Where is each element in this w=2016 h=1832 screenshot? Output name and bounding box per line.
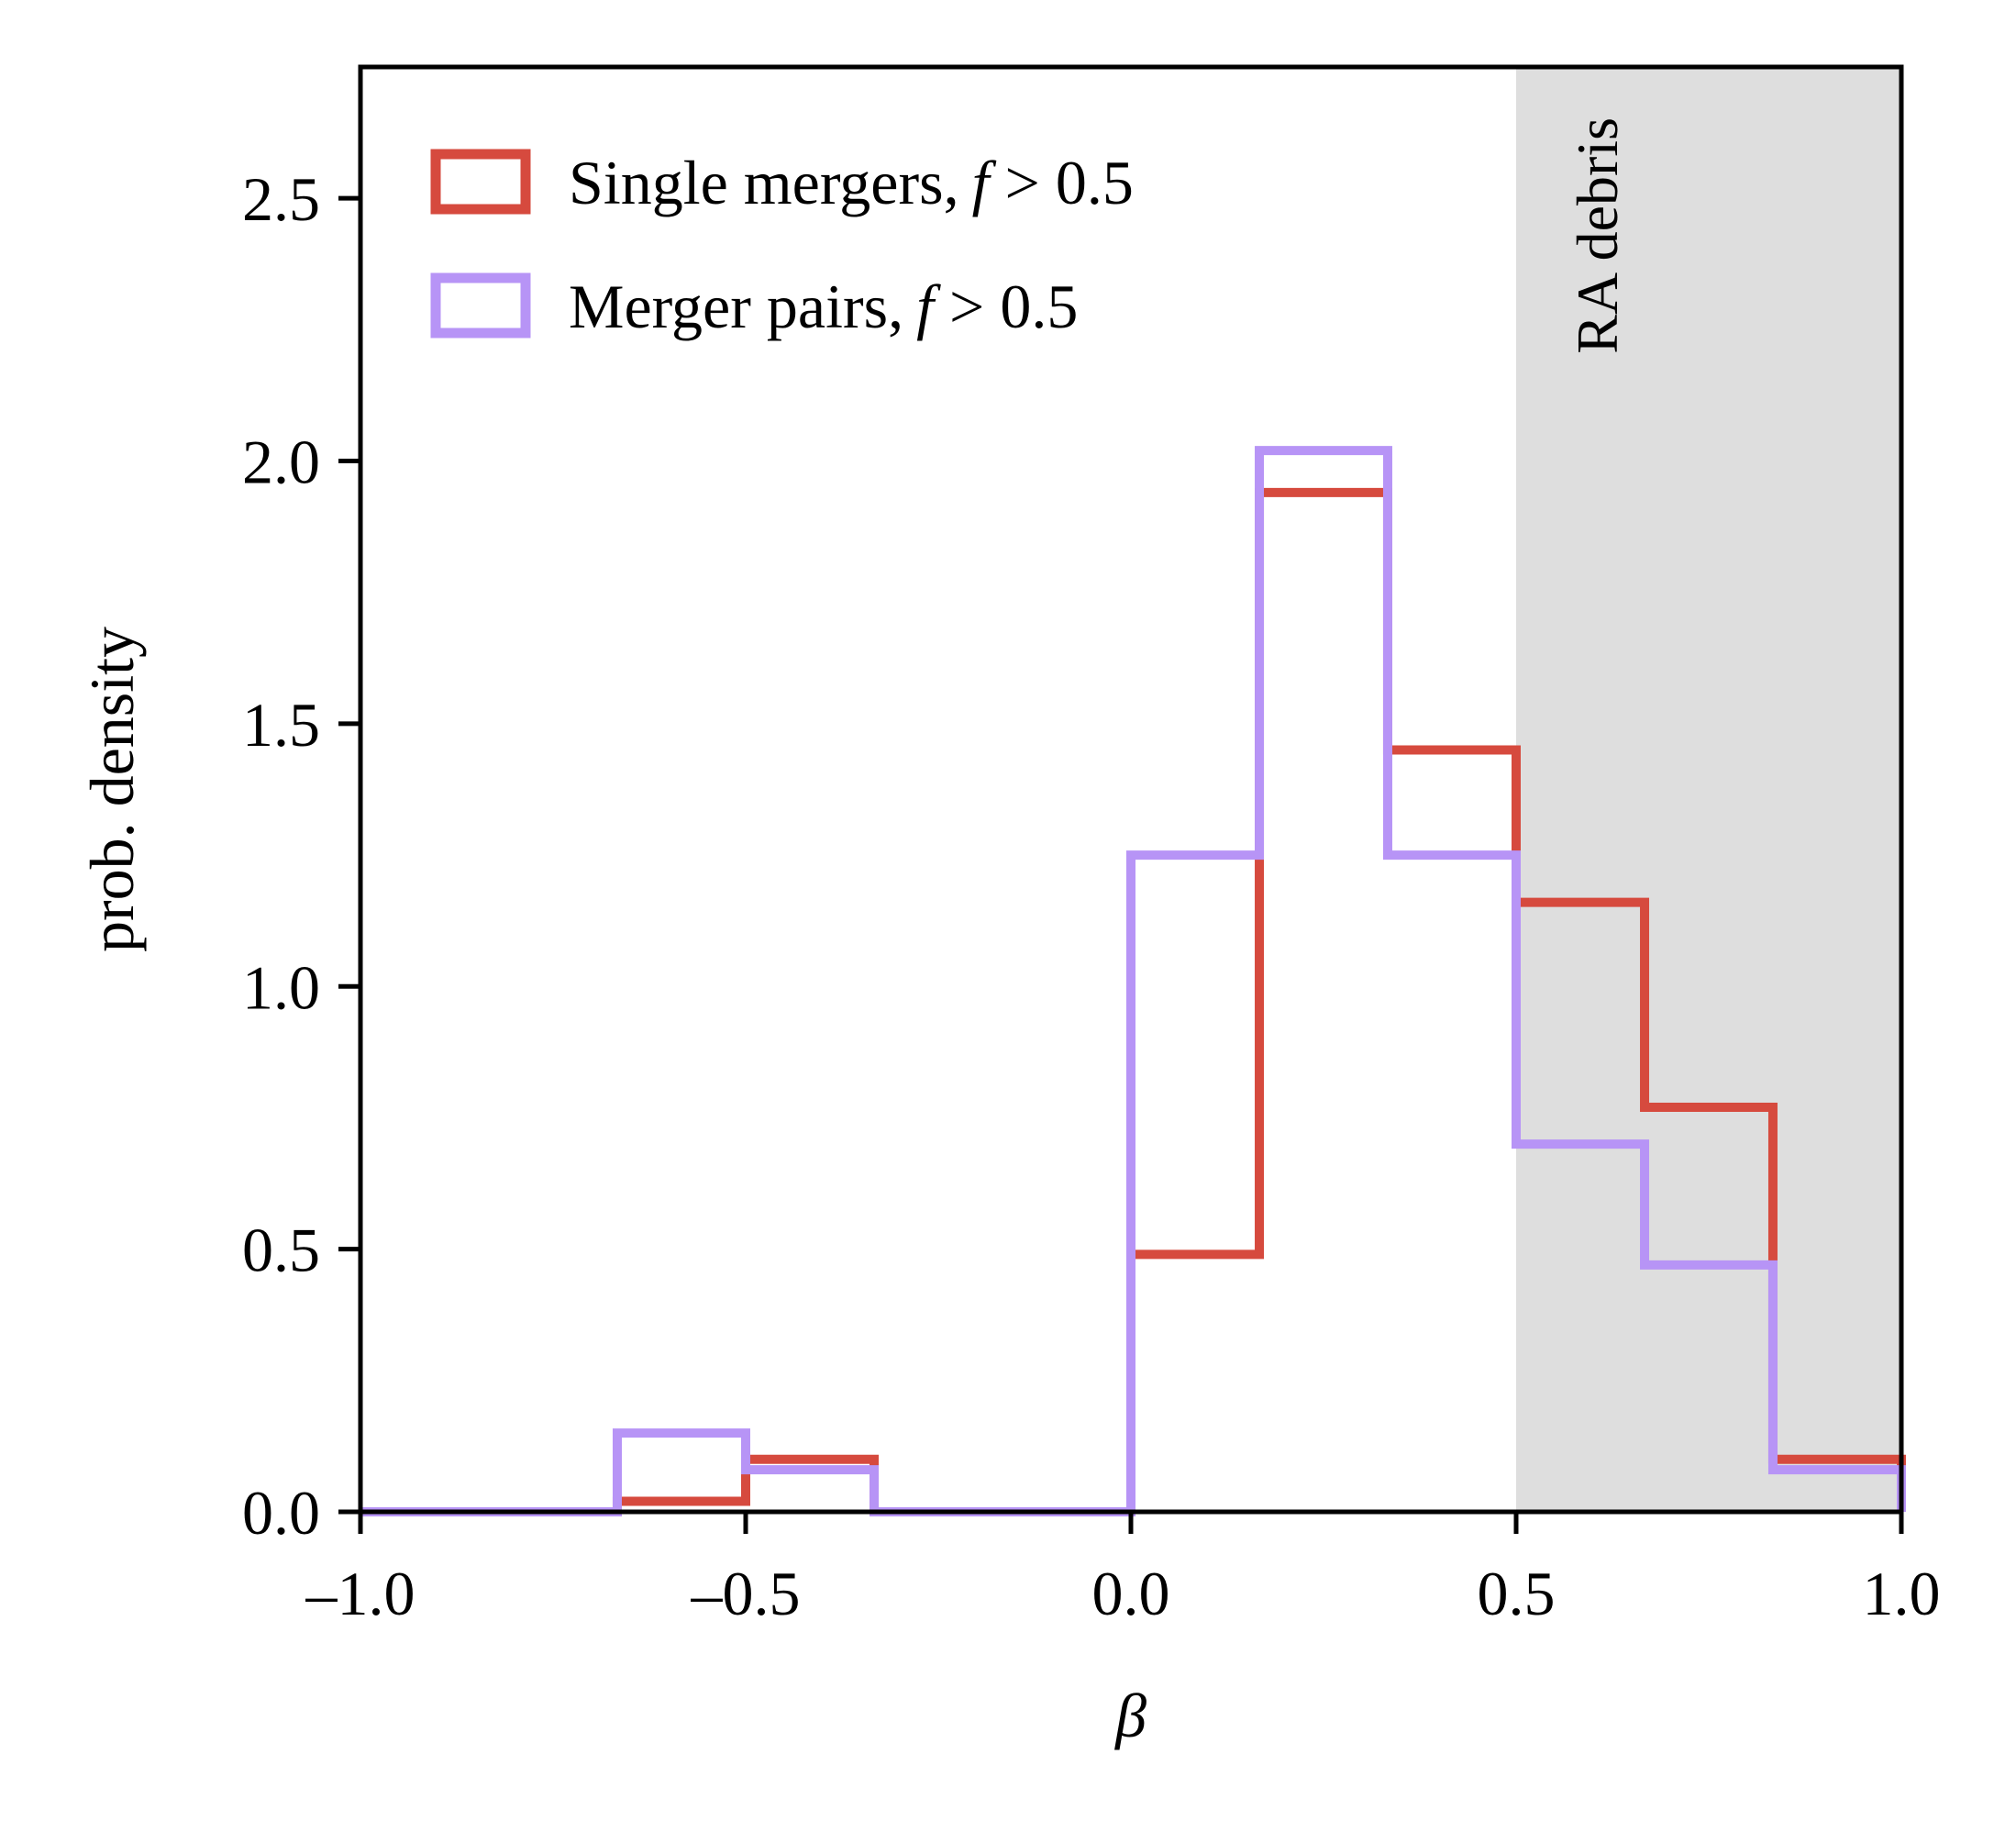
ra-debris-label: RA debris bbox=[1565, 117, 1630, 354]
x-tick-label: 0.0 bbox=[1092, 1559, 1170, 1628]
y-tick-label: 2.5 bbox=[242, 164, 320, 234]
legend-label-condition: > 0.5 bbox=[934, 272, 1078, 341]
y-tick-label: 2.0 bbox=[242, 427, 320, 497]
x-tick-label: 1.0 bbox=[1863, 1559, 1941, 1628]
ra-debris-region bbox=[1516, 67, 1901, 1512]
series-line-1 bbox=[360, 446, 1906, 1516]
y-tick-label: 1.5 bbox=[242, 690, 320, 760]
y-axis-ticks: 0.0 0.5 1.0 1.5 2.0 2.5 bbox=[242, 164, 360, 1548]
legend-label-main: Single mergers, bbox=[569, 148, 959, 217]
legend-label-condition: > 0.5 bbox=[989, 148, 1133, 217]
series-line-0 bbox=[360, 487, 1906, 1516]
legend-swatch-merger-pairs bbox=[430, 272, 531, 339]
legend-entry-merger-pairs: Merger pairs, f > 0.5 bbox=[430, 272, 1078, 341]
legend-label-single-mergers: Single mergers, f > 0.5 bbox=[569, 148, 1134, 217]
y-tick-label: 0.5 bbox=[242, 1216, 320, 1285]
x-tick-label: –1.0 bbox=[305, 1559, 415, 1628]
shaded-region: RA debris bbox=[1516, 67, 1901, 1512]
y-tick-label: 0.0 bbox=[242, 1478, 320, 1548]
legend: Single mergers, f > 0.5 Merger pairs, f > … bbox=[430, 148, 1134, 341]
legend-swatch-single-mergers bbox=[430, 149, 531, 215]
legend-entry-single-mergers: Single mergers, f > 0.5 bbox=[430, 148, 1134, 217]
y-tick-label: 1.0 bbox=[242, 952, 320, 1022]
x-tick-label: 0.5 bbox=[1478, 1559, 1556, 1628]
legend-label-merger-pairs: Merger pairs, f > 0.5 bbox=[569, 272, 1078, 341]
histogram-series bbox=[360, 446, 1906, 1516]
legend-label-main: Merger pairs, bbox=[569, 272, 903, 341]
y-axis-title: prob. density bbox=[77, 627, 147, 952]
x-axis-title: β bbox=[1113, 1681, 1146, 1750]
x-tick-label: –0.5 bbox=[691, 1559, 801, 1628]
x-axis-ticks: –1.0 –0.5 0.0 0.5 1.0 bbox=[305, 1512, 1941, 1628]
